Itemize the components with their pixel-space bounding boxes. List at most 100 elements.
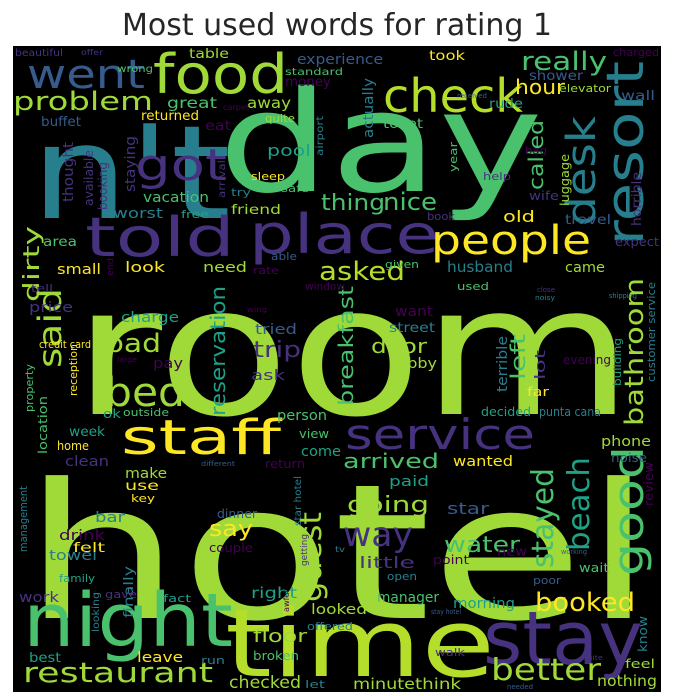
word-small: small (57, 262, 101, 278)
word-window: window (305, 280, 345, 293)
word-able: able (271, 250, 297, 263)
word-stay: stay (483, 596, 643, 682)
word-dirty: dirty (20, 226, 45, 302)
word-called: called (524, 120, 548, 190)
word-bed: bed (105, 370, 185, 416)
word-night: night (23, 578, 233, 664)
word-dinner: dinner (217, 507, 257, 521)
word-booking: booking (96, 162, 110, 210)
word-cloud: hotel room day n't time night stay place… (13, 46, 661, 692)
word-said: said (31, 288, 69, 368)
word-work: work (19, 590, 60, 606)
word-drink: drink (59, 528, 106, 544)
word-worst: worst (113, 206, 164, 222)
word-nothing: nothing (597, 672, 657, 690)
word-charged: charged (613, 46, 659, 59)
word-new: new (497, 545, 527, 560)
word-family: family (59, 572, 96, 585)
word-best: best (29, 651, 61, 666)
word-year: year (447, 141, 460, 172)
word-people: people (431, 218, 591, 264)
word-review: review (642, 462, 656, 506)
word-eat: eat (205, 119, 231, 134)
word-buffet: buffet (41, 115, 81, 130)
word-restaurant: restaurant (23, 656, 213, 689)
word-area: area (43, 235, 77, 250)
word-property: property (23, 364, 36, 412)
word-looked: looked (311, 602, 367, 618)
word-floor: floor (253, 626, 308, 647)
word-getting: getting (300, 534, 310, 566)
word-broken: broken (253, 649, 299, 663)
word-make: make (125, 466, 167, 482)
word-looking: looking (91, 592, 102, 632)
word-expect: expect (615, 235, 659, 249)
word-thing: thing (321, 191, 385, 216)
word-tv: tv (335, 545, 345, 554)
word-told: told (85, 206, 235, 269)
word-away: away (247, 94, 291, 112)
word-minute: minute (353, 675, 415, 692)
word-tried: tried (255, 322, 297, 338)
word-shower: shower (529, 69, 584, 84)
word-wait: wait (579, 561, 609, 575)
word-large: large (117, 356, 137, 364)
word-building: building (611, 338, 624, 386)
word-rate: rate (253, 264, 279, 277)
word-outside: outside (123, 406, 169, 419)
word-beach: beach (562, 457, 597, 551)
word-food: food (153, 46, 288, 106)
word-sleep: sleep (251, 170, 285, 183)
word-offered: offered (307, 620, 353, 633)
word-bar: bar (95, 510, 125, 526)
word-awful: awful (282, 590, 291, 612)
word-way: way (343, 515, 413, 555)
word-returned: returned (141, 109, 199, 124)
word-clean: clean (65, 454, 109, 470)
word-standard: standard (285, 67, 343, 78)
word-took: took (429, 49, 466, 64)
word-check: check (383, 69, 523, 123)
word-cloud-canvas: hotel room day n't time night stay place… (13, 46, 661, 692)
word-say: say (209, 517, 253, 542)
word-reservation: reservation (206, 286, 230, 416)
word-lobby: lobby (393, 356, 437, 372)
word-better: better (491, 653, 602, 688)
word-nice: nice (383, 188, 437, 216)
word-ask: ask (251, 368, 286, 384)
word-hour: hour (515, 75, 566, 99)
word-travel: travel (565, 213, 611, 228)
word-felt: felt (73, 541, 105, 556)
word-resort: resort (596, 61, 656, 246)
word-experience: experience (297, 52, 383, 68)
word-open: open (387, 570, 417, 583)
word-door: door (371, 334, 428, 358)
word-rude: rude (489, 97, 523, 112)
word-trip: trip (253, 338, 301, 363)
word-noise: noise (611, 451, 647, 465)
word-run: run (201, 654, 225, 667)
word-table: table (189, 47, 229, 62)
word-management: management (17, 485, 30, 552)
word-vacation: vacation (143, 190, 209, 206)
word-room: room (73, 248, 633, 457)
word-think: think (415, 675, 461, 692)
word-decided: decided (481, 405, 531, 419)
word-toilet: toilet (383, 117, 423, 132)
word-husband: husband (447, 258, 513, 276)
word-wing: wing (247, 306, 267, 314)
word-place: place (249, 203, 439, 266)
word-good: good (604, 446, 653, 576)
word-leave: leave (137, 650, 183, 666)
word-actually: actually (361, 78, 377, 138)
word-star-hotel: star hotel (293, 476, 304, 526)
word-available: available (82, 150, 96, 206)
word-close: close (537, 286, 555, 294)
word-shipping: shipping (609, 292, 637, 300)
word-terrible: terrible (495, 336, 511, 392)
word-thought: thought (61, 141, 77, 202)
word-person: person (277, 408, 327, 424)
word-price: price (29, 300, 73, 316)
word-know: know (636, 616, 650, 652)
word-got: got (135, 140, 227, 191)
